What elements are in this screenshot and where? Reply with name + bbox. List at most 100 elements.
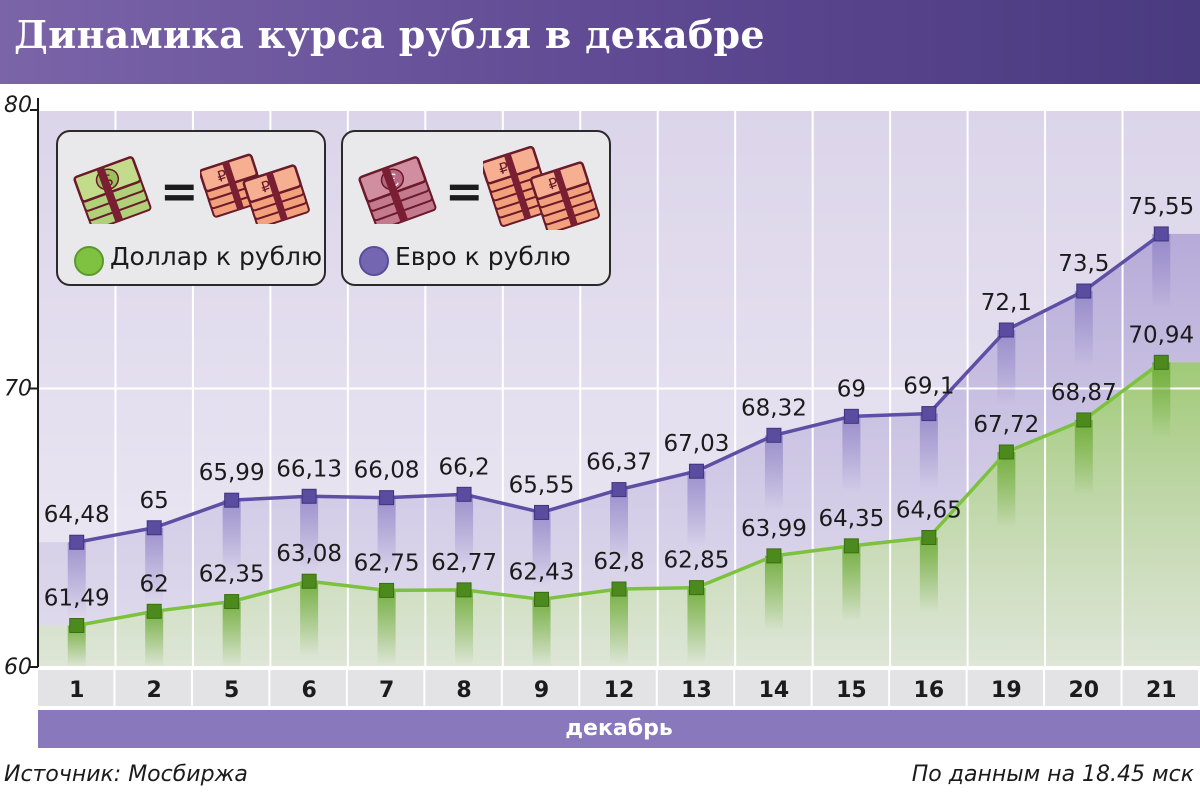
eur-value-label: 65 (140, 488, 169, 514)
usd-point (69, 618, 85, 634)
eur-drop-shade (455, 494, 474, 570)
x-tick-label: 9 (534, 678, 549, 703)
usd-value-label: 63,99 (741, 516, 807, 542)
x-tick-cell (735, 670, 811, 706)
header-bar: Динамика курса рубля в декабре (0, 0, 1200, 84)
usd-drop-shade (222, 601, 241, 667)
eur-drop-shade (842, 416, 861, 492)
usd-drop-shade (532, 599, 551, 667)
x-tick-label: 19 (991, 678, 1022, 703)
usd-value-label: 62 (140, 571, 169, 597)
x-tick-label: 12 (604, 678, 635, 703)
x-tick-cell (1045, 670, 1121, 706)
legend-eur: € = ₽ ₽ Евро к рублю (341, 130, 611, 286)
eur-legend-label: Евро к рублю (395, 242, 571, 271)
eur-value-label: 66,13 (276, 456, 342, 482)
usd-point (1153, 354, 1169, 370)
eur-point (998, 322, 1014, 338)
usd-drop-shade (997, 451, 1016, 527)
eur-drop-shade (610, 489, 628, 565)
euro-bills-icon: € (358, 156, 437, 224)
x-tick-cell (192, 670, 269, 706)
eur-point (1076, 283, 1092, 299)
x-tick-label: 20 (1068, 678, 1099, 703)
usd-drop-shade (1152, 362, 1171, 438)
source-note: Источник: Мосбиржа (4, 762, 248, 787)
usd-value-label: 68,87 (1051, 380, 1117, 406)
x-tick-cell (347, 670, 424, 706)
x-tick-label: 8 (456, 678, 471, 703)
eur-value-label: 69 (837, 376, 866, 402)
usd-value-label: 62,85 (664, 548, 730, 574)
usd-drop-shade (300, 581, 319, 657)
x-tick-cell (890, 670, 966, 706)
x-tick-cell (1122, 670, 1198, 706)
eur-drop-shade (1074, 291, 1093, 367)
eur-point (379, 490, 395, 506)
eur-legend-dot (359, 246, 389, 276)
usd-value-label: 62,77 (431, 550, 497, 576)
x-tick-label: 6 (301, 678, 316, 703)
eur-value-label: 72,1 (981, 290, 1032, 316)
equals-sign: = (160, 164, 199, 218)
dollar-bills-icon: $ (73, 156, 152, 224)
usd-point (224, 594, 240, 610)
x-tick-cell (812, 670, 889, 706)
x-tick-cell (580, 670, 656, 706)
usd-value-label: 63,08 (276, 541, 342, 567)
usd-drop-shade (687, 587, 706, 663)
usd-point (998, 444, 1014, 460)
usd-area (38, 362, 1200, 667)
usd-point (688, 580, 704, 596)
y-tick-label: 60 (4, 655, 32, 680)
eur-drop-shade (377, 497, 396, 573)
usd-value-label: 64,65 (896, 497, 962, 523)
usd-drop-shade (1074, 419, 1093, 495)
x-tick-cell (115, 670, 191, 706)
usd-value-label: 62,43 (509, 559, 575, 585)
usd-drop-shade (764, 555, 783, 631)
eur-value-label: 65,55 (509, 472, 575, 498)
eur-point (766, 427, 782, 443)
x-tick-label: 16 (914, 678, 945, 703)
x-axis-month-label: декабрь (38, 710, 1200, 748)
usd-drop-shade (377, 590, 396, 666)
eur-point (69, 534, 85, 550)
eur-value-label: 69,1 (903, 374, 954, 400)
usd-point (456, 582, 472, 598)
eur-value-label: 66,2 (438, 454, 489, 480)
usd-value-label: 67,72 (973, 412, 1039, 438)
usd-point (1076, 412, 1092, 428)
usd-point (534, 591, 550, 607)
eur-point (1153, 226, 1169, 242)
eur-point (146, 520, 162, 536)
usd-legend-label: Доллар к рублю (110, 242, 323, 271)
eur-value-label: 68,32 (741, 395, 807, 421)
usd-value-label: 62,8 (593, 549, 644, 575)
eur-value-label: 73,5 (1058, 251, 1109, 277)
eur-value-label: 67,03 (664, 431, 730, 457)
eur-value-label: 66,37 (586, 450, 652, 476)
y-tick-label: 70 (4, 377, 32, 402)
eur-point (224, 492, 240, 508)
eur-point (456, 486, 472, 502)
usd-point (921, 529, 937, 545)
eur-value-label: 64,48 (44, 502, 110, 528)
usd-value-label: 61,49 (44, 586, 110, 612)
x-tick-label: 13 (681, 678, 712, 703)
eur-point (688, 463, 704, 479)
eur-drop-shade (300, 496, 319, 572)
eur-value-label: 65,99 (199, 460, 265, 486)
eur-drop-shade (919, 413, 938, 489)
eur-point (921, 406, 937, 422)
x-tick-label: 15 (836, 678, 867, 703)
usd-legend-dot (74, 246, 104, 276)
usd-drop-shade (919, 537, 938, 613)
x-tick-cell (657, 670, 734, 706)
eur-drop-shade (1152, 233, 1171, 309)
x-tick-cell (425, 670, 501, 706)
eur-value-label: 66,08 (354, 458, 420, 484)
eur-drop-shade (687, 471, 706, 547)
usd-value-label: 70,94 (1128, 322, 1194, 348)
